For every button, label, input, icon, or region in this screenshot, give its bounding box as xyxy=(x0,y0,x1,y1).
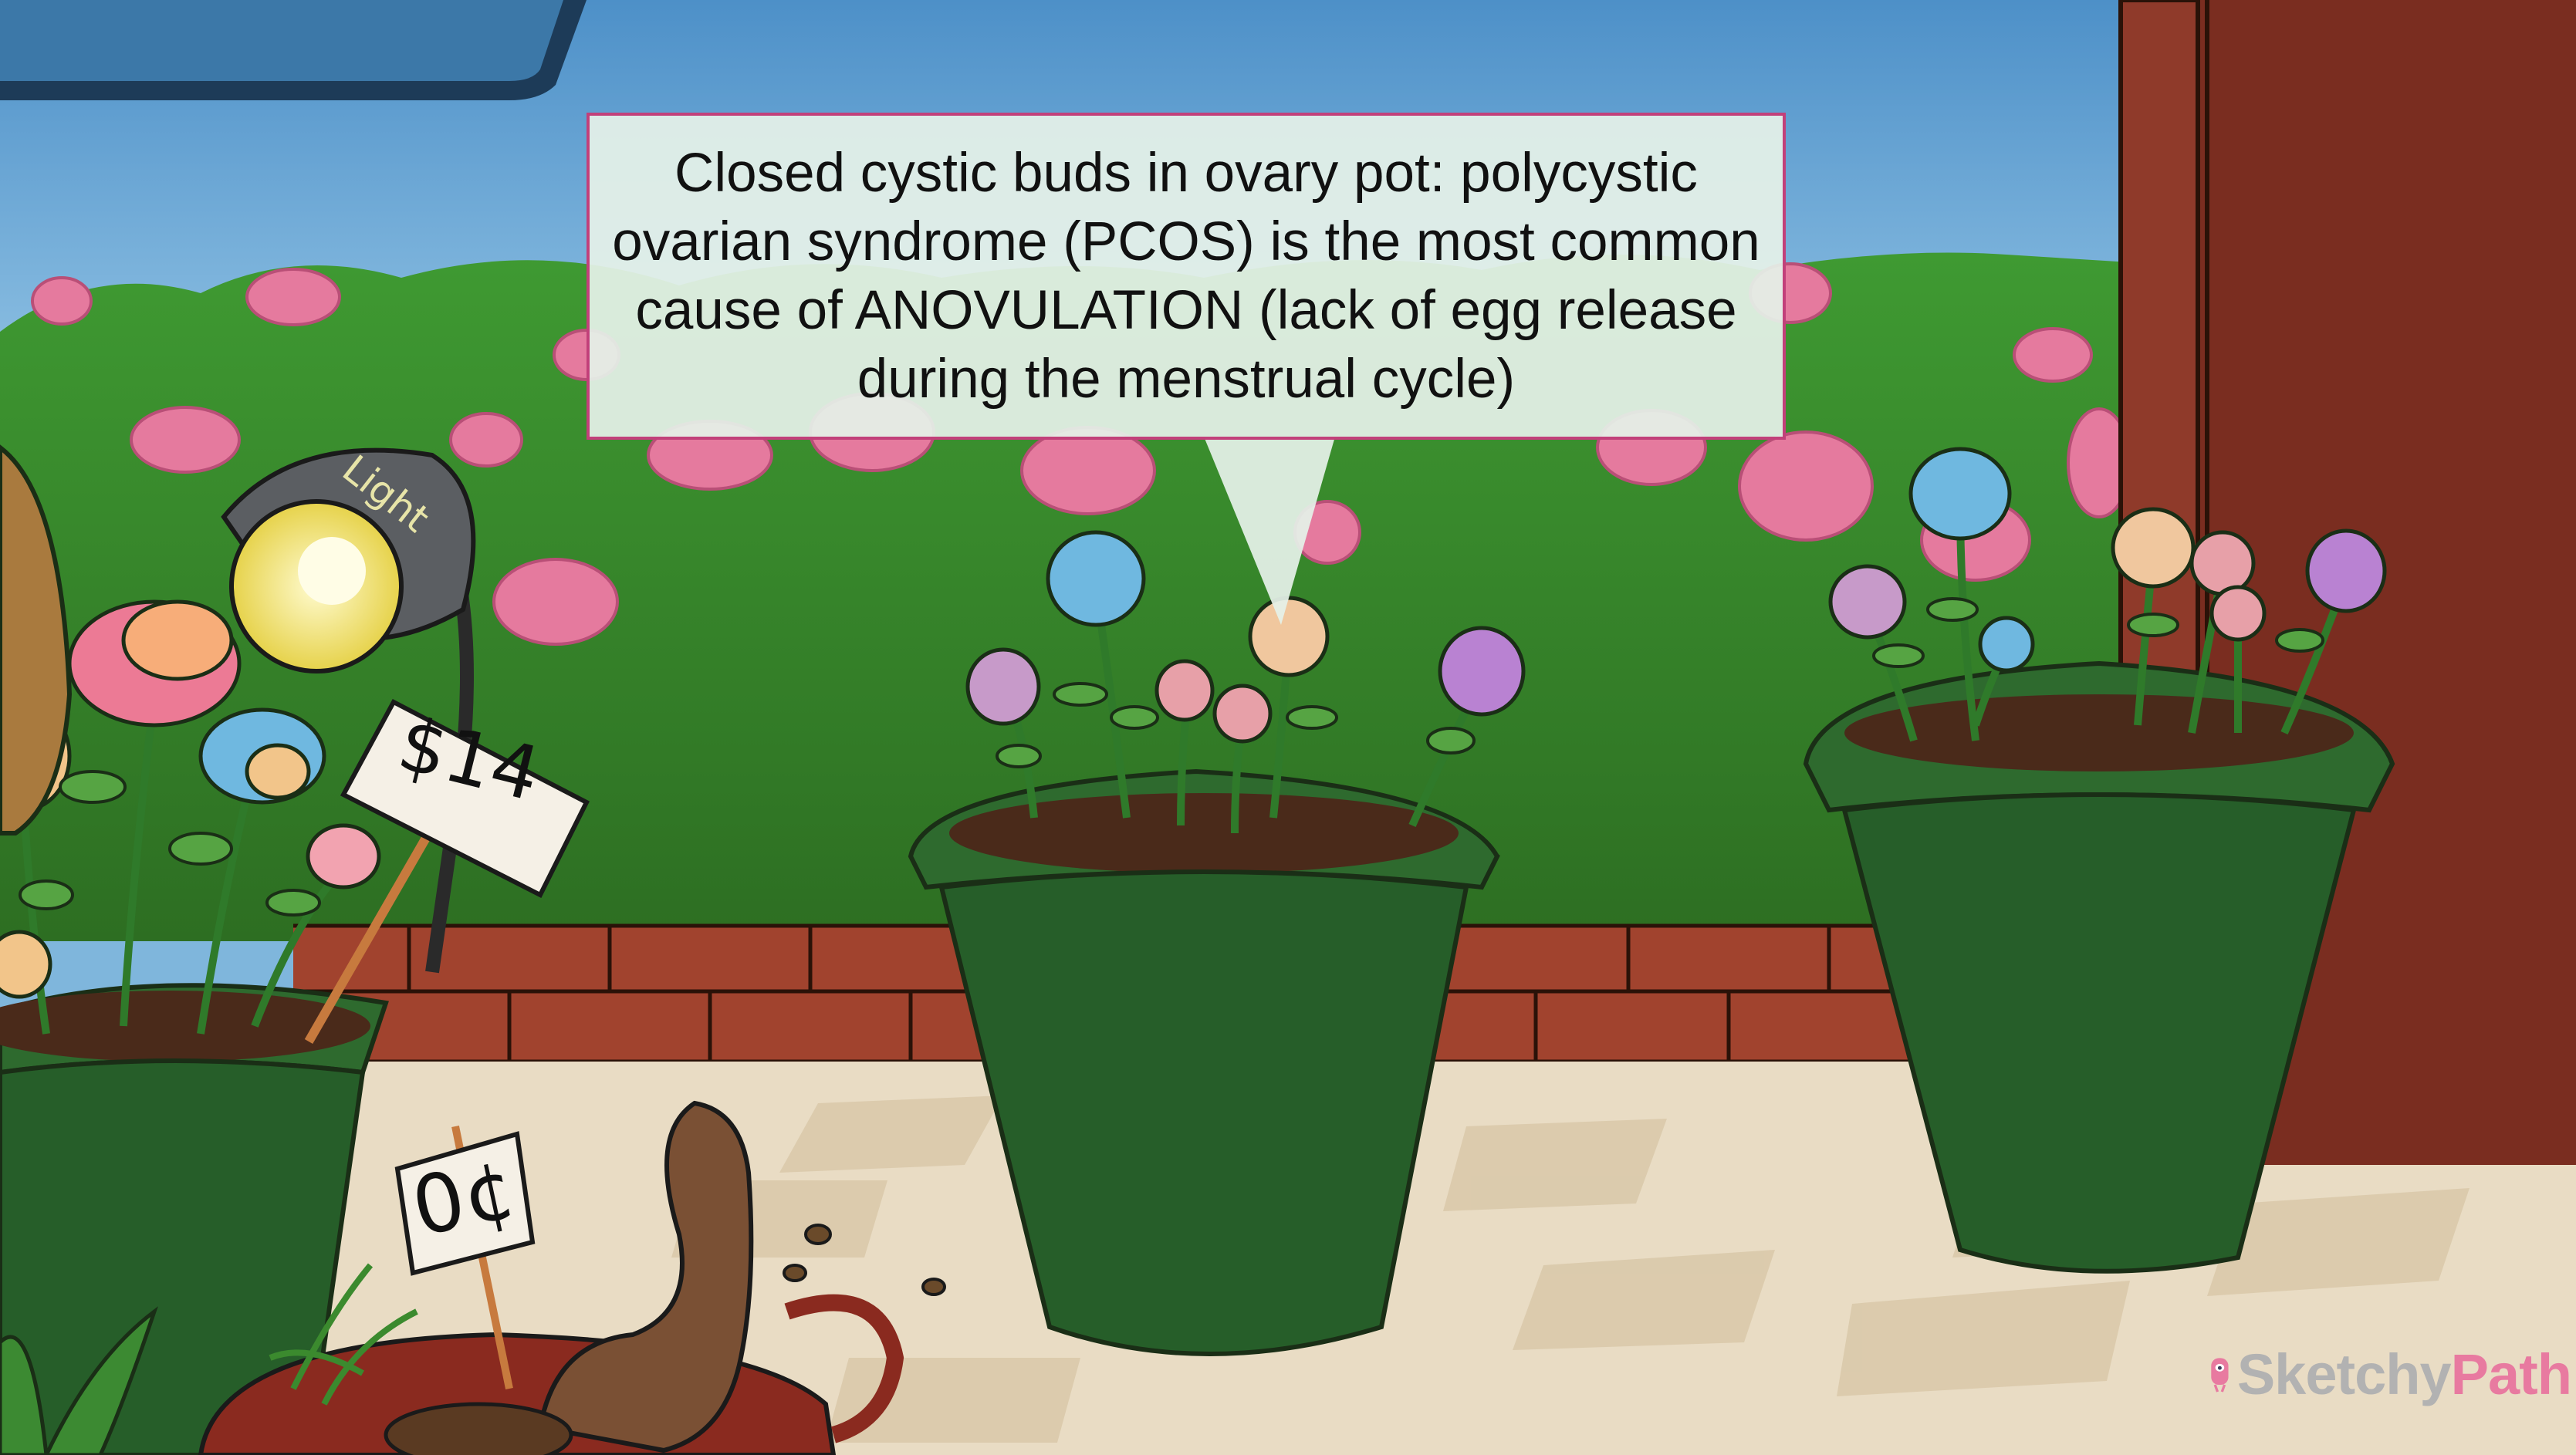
brand-watermark: SketchyPath xyxy=(2209,1324,2572,1424)
ovary-pot-center xyxy=(908,768,1500,1356)
cystic-buds-right xyxy=(1828,447,2387,742)
brand-name: SketchyPath xyxy=(2236,1342,2572,1407)
ovary-pot-right xyxy=(1803,660,2395,1274)
sketchy-mascot-icon xyxy=(2211,1358,2229,1393)
brand-name-part1: Sketchy xyxy=(2236,1342,2452,1406)
squirrel-pot xyxy=(198,1100,946,1455)
brand-name-part2: Path xyxy=(2450,1342,2572,1406)
price-sign-main xyxy=(304,698,590,1044)
cystic-buds-center xyxy=(965,530,1526,834)
squirrel xyxy=(537,1100,754,1453)
leaves-bottom-left xyxy=(0,1306,158,1455)
desk-lamp xyxy=(221,447,476,974)
annotation-callout: Closed cystic buds in ovary pot: polycys… xyxy=(587,113,1786,440)
bag-shape xyxy=(0,444,73,836)
callout-text: Closed cystic buds in ovary pot: polycys… xyxy=(612,143,1760,410)
callout-pointer xyxy=(1204,437,1335,625)
